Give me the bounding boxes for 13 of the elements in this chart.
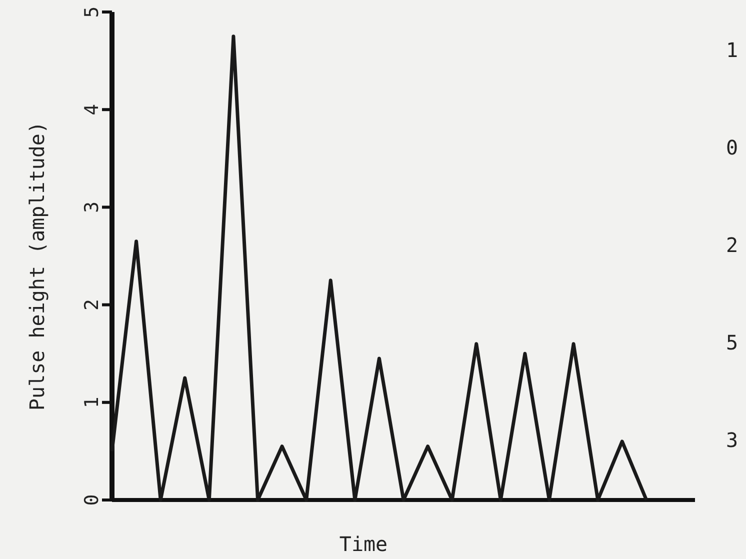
y-tick-label: 5 [81, 6, 104, 18]
text: 3 [726, 428, 738, 452]
text: 0 [726, 136, 738, 160]
text: 2 [726, 233, 738, 257]
x-axis-title: Time [339, 532, 388, 556]
y-tick-label: 4 [81, 104, 104, 116]
y-tick-label: 0 [81, 494, 104, 506]
y-tick-label: 1 [81, 396, 104, 408]
text: 5 [726, 330, 738, 354]
text: 1 [726, 38, 738, 62]
y-tick-label: 2 [81, 299, 104, 311]
y-axis-title: Pulse height (amplitude) [25, 122, 49, 410]
y-tick-label: 3 [81, 201, 104, 213]
